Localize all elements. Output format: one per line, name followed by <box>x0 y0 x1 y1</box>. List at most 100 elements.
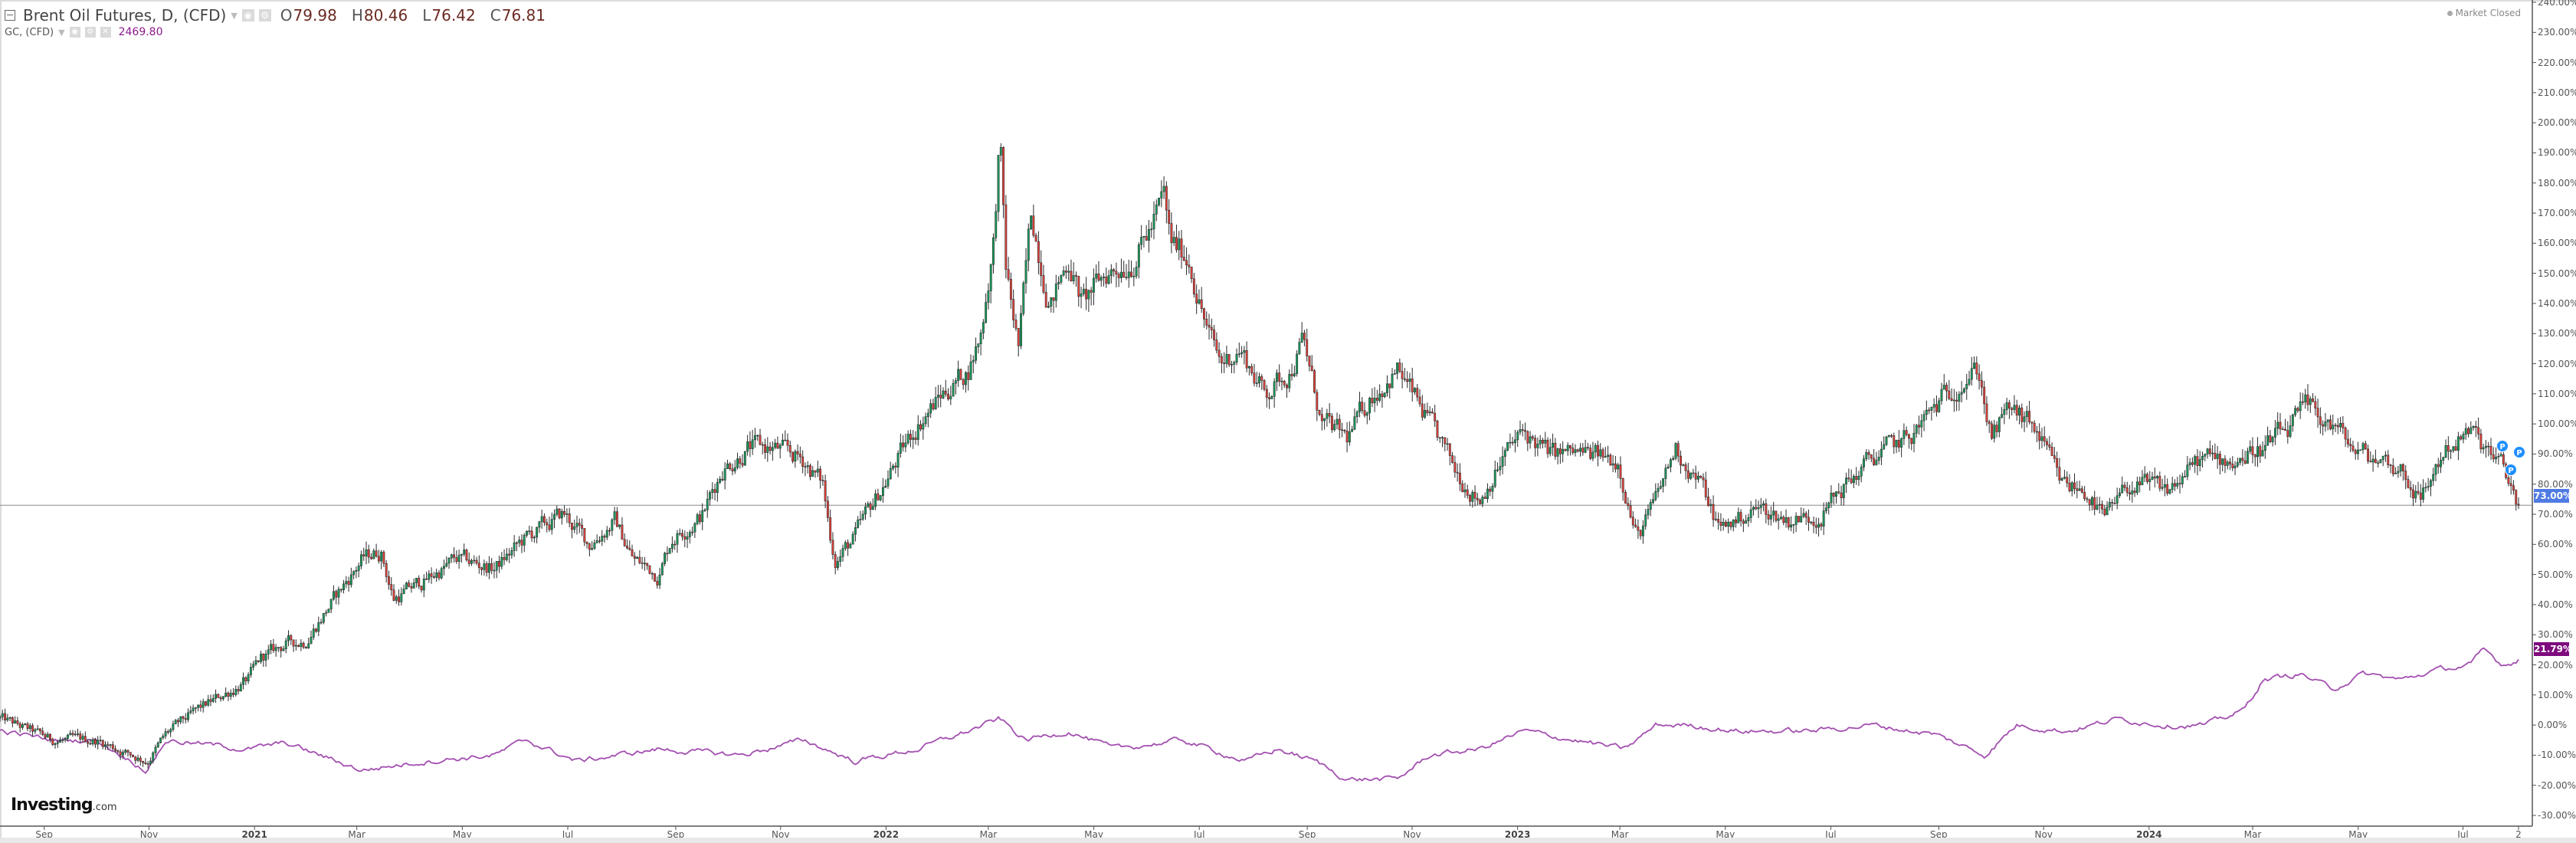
candle <box>1787 517 1790 530</box>
candle-body <box>673 543 677 546</box>
candle-body <box>847 542 850 549</box>
candle-body <box>227 692 230 697</box>
candle-body <box>2387 454 2390 465</box>
candle <box>2417 481 2420 496</box>
candle-body <box>320 622 323 624</box>
event-marker-icon[interactable]: P <box>2496 440 2509 452</box>
eye-icon[interactable]: ◉ <box>241 9 254 21</box>
candle <box>1952 389 1955 412</box>
candle <box>467 552 470 567</box>
candle-body <box>2479 433 2483 450</box>
chevron-down-icon[interactable]: ▼ <box>231 10 238 21</box>
candle-body <box>1649 502 1652 510</box>
candle-body <box>1519 429 1522 433</box>
candle-body <box>849 543 852 549</box>
candle-body <box>977 343 980 347</box>
candle <box>101 739 104 750</box>
y-tick-label: 30.00% <box>2538 629 2573 641</box>
candle-body <box>1240 352 1244 354</box>
candle <box>2374 449 2377 464</box>
candle <box>1037 231 1040 274</box>
candle <box>826 496 829 522</box>
candle <box>2030 422 2034 433</box>
candle <box>1054 274 1057 308</box>
compare-series-title[interactable]: GC, (CFD) <box>5 26 54 38</box>
candle-body <box>992 237 995 265</box>
candle-body <box>146 763 149 765</box>
candle <box>352 570 356 579</box>
candle-body <box>1767 514 1770 520</box>
candle-body <box>1885 436 1888 445</box>
candle-body <box>934 397 937 409</box>
candle-body <box>2251 446 2254 455</box>
candle <box>711 482 714 500</box>
candle-body <box>284 640 287 650</box>
candle <box>520 534 523 553</box>
candle <box>1052 297 1055 313</box>
candle-body <box>54 743 57 745</box>
candle <box>2249 440 2252 454</box>
candle <box>2131 481 2134 503</box>
candle-body <box>656 581 659 586</box>
candle-body <box>1109 269 1113 276</box>
candlestick-series <box>0 143 2520 769</box>
eye-icon[interactable]: ◉ <box>69 27 80 38</box>
candle-body <box>1850 478 1853 484</box>
candle <box>819 465 822 489</box>
candle-body <box>388 576 390 585</box>
candle <box>388 570 390 590</box>
candle <box>1749 500 1752 523</box>
candle <box>2447 436 2450 461</box>
candle-body <box>390 584 393 590</box>
candle-body <box>2056 458 2059 468</box>
candle-body <box>2138 481 2142 486</box>
candle-body <box>1812 521 1815 526</box>
candle <box>2361 441 2365 454</box>
candle-body <box>668 548 671 554</box>
candle-body <box>1680 455 1682 466</box>
main-series-title[interactable]: Brent Oil Futures, D, (CFD) <box>23 6 227 25</box>
candle <box>2474 421 2477 438</box>
candle <box>498 556 500 573</box>
event-marker-icon[interactable]: P <box>2505 464 2517 476</box>
candle-body <box>2314 401 2317 409</box>
candle-body <box>460 553 463 556</box>
investing-logo[interactable]: Investing.com <box>11 795 117 815</box>
candle <box>1175 225 1178 253</box>
candle-body <box>475 559 478 564</box>
candle <box>1617 462 1620 478</box>
candle <box>2174 479 2176 491</box>
candle <box>2359 449 2362 451</box>
candle <box>558 508 561 520</box>
candle-body <box>618 524 621 527</box>
candle <box>134 756 137 765</box>
candle-body <box>179 716 182 723</box>
chevron-down-icon[interactable]: ▼ <box>58 27 65 38</box>
gear-icon[interactable]: ⚙ <box>84 27 96 38</box>
candle-body <box>2364 443 2367 450</box>
candle-body <box>944 390 947 395</box>
candle <box>849 542 852 549</box>
candle <box>2286 421 2289 444</box>
event-marker-icon[interactable]: P <box>2513 446 2525 458</box>
candle-body <box>443 566 445 569</box>
gear-icon[interactable]: ⚙ <box>258 9 271 21</box>
candle <box>300 639 303 651</box>
close-icon[interactable]: ✕ <box>100 27 111 38</box>
candle <box>816 461 819 477</box>
candle-body <box>1652 499 1654 503</box>
candle <box>2294 405 2297 418</box>
candle <box>1847 468 1850 483</box>
candle <box>302 641 305 649</box>
candle <box>881 477 884 503</box>
high-value: 80.46 <box>363 6 408 25</box>
collapse-legend-button[interactable] <box>5 10 15 21</box>
candle <box>1168 198 1171 235</box>
candle <box>1438 437 1441 443</box>
candle-body <box>985 302 988 323</box>
candle <box>1122 261 1126 278</box>
candle-body <box>2221 458 2224 465</box>
candle-body <box>536 526 539 538</box>
candle <box>510 546 513 559</box>
